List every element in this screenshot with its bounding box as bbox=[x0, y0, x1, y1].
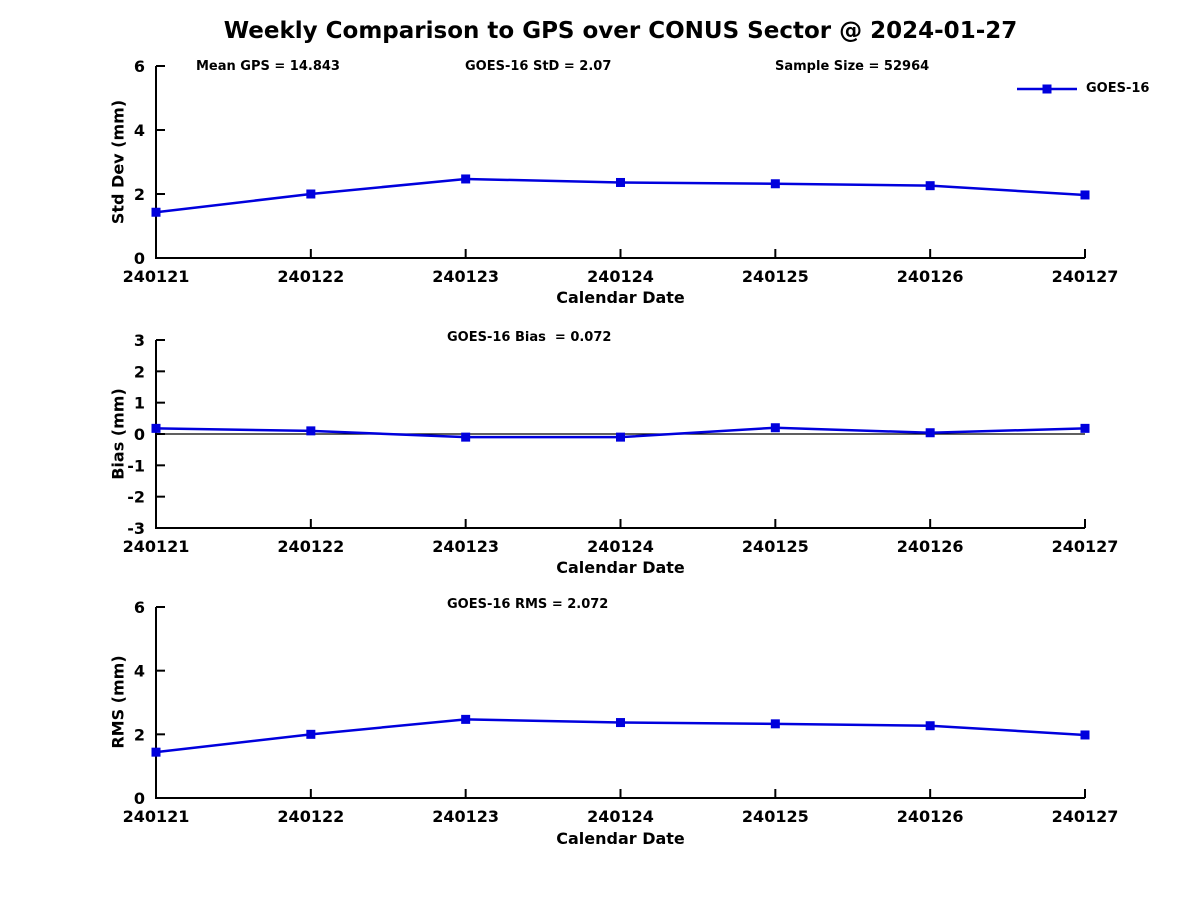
subplot-rms: 0 2 4 6 240121 240122 240123 240124 240125 240126… bbox=[123, 598, 1119, 826]
x-tick-label: 240123 bbox=[432, 267, 499, 286]
data-point-marker bbox=[1080, 190, 1090, 200]
data-point-marker bbox=[306, 426, 316, 436]
data-point-marker bbox=[770, 423, 780, 433]
y-tick-label: 0 bbox=[134, 425, 145, 444]
x-tick-label: 240126 bbox=[897, 807, 964, 826]
data-point-marker bbox=[151, 423, 161, 433]
data-point-marker bbox=[151, 207, 161, 217]
x-tick-label: 240124 bbox=[587, 537, 654, 556]
data-point-marker bbox=[461, 174, 471, 184]
x-tick-label: 240123 bbox=[432, 807, 499, 826]
x-tick-label: 240127 bbox=[1052, 807, 1119, 826]
y-tick-label: -2 bbox=[127, 488, 145, 507]
data-point-marker bbox=[770, 719, 780, 729]
y-tick-label: 1 bbox=[134, 394, 145, 413]
data-point-marker bbox=[1080, 730, 1090, 740]
x-tick-label: 240121 bbox=[123, 267, 190, 286]
data-point-marker bbox=[616, 718, 625, 728]
x-tick-label: 240124 bbox=[587, 267, 654, 286]
legend-label: GOES-16 bbox=[1086, 81, 1150, 96]
x-tick-label: 240124 bbox=[587, 807, 654, 826]
annotation-goes16-bias: GOES-16 Bias = 0.072 bbox=[447, 330, 612, 345]
data-point-marker bbox=[925, 181, 935, 191]
data-point-marker bbox=[461, 432, 471, 442]
annotation-goes16-rms: GOES-16 RMS = 2.072 bbox=[447, 597, 609, 612]
y-tick-label: 4 bbox=[134, 662, 145, 681]
y-tick-label: 2 bbox=[134, 725, 145, 744]
x-tick-label: 240123 bbox=[432, 537, 499, 556]
x-tick-label: 240121 bbox=[123, 537, 190, 556]
xlabel-stddev: Calendar Date bbox=[556, 288, 685, 307]
x-tick-label: 240122 bbox=[277, 807, 344, 826]
figure-title: Weekly Comparison to GPS over CONUS Sect… bbox=[223, 18, 1018, 44]
y-tick-label: 0 bbox=[134, 249, 145, 268]
annotation-mean-gps: Mean GPS = 14.843 bbox=[196, 59, 340, 74]
y-tick-label: 3 bbox=[134, 331, 145, 350]
x-tick-label: 240122 bbox=[277, 537, 344, 556]
x-tick-label: 240122 bbox=[277, 267, 344, 286]
y-tick-label: -3 bbox=[127, 519, 145, 538]
data-point-marker bbox=[306, 729, 316, 739]
data-point-marker bbox=[151, 747, 161, 757]
data-point-marker bbox=[461, 714, 471, 724]
y-tick-label: -1 bbox=[127, 456, 145, 475]
data-point-marker bbox=[925, 428, 935, 438]
y-tick-label: 4 bbox=[134, 121, 145, 140]
legend-key bbox=[1017, 84, 1077, 93]
x-tick-label: 240127 bbox=[1052, 537, 1119, 556]
xlabel-rms: Calendar Date bbox=[556, 829, 685, 848]
ylabel-bias: Bias (mm) bbox=[108, 388, 128, 480]
legend: GOES-16 bbox=[1016, 81, 1149, 96]
annotation-sample-size: Sample Size = 52964 bbox=[775, 59, 930, 74]
x-tick-label: 240125 bbox=[742, 807, 809, 826]
data-point-marker bbox=[770, 179, 780, 189]
subplot-stddev: 0 2 4 6 240121 240122 240123 240124 240125 240126… bbox=[123, 57, 1119, 286]
x-tick-label: 240126 bbox=[897, 267, 964, 286]
legend-marker-icon bbox=[1042, 84, 1052, 93]
y-tick-label: 2 bbox=[134, 185, 145, 204]
y-tick-label: 6 bbox=[134, 598, 145, 617]
x-tick-label: 240125 bbox=[742, 537, 809, 556]
x-tick-label: 240121 bbox=[123, 807, 190, 826]
data-point-marker bbox=[306, 189, 316, 199]
x-tick-label: 240126 bbox=[897, 537, 964, 556]
data-point-marker bbox=[616, 177, 625, 187]
ylabel-rms: RMS (mm) bbox=[108, 655, 128, 749]
data-point-marker bbox=[616, 432, 625, 442]
annotation-goes16-std: GOES-16 StD = 2.07 bbox=[465, 59, 612, 74]
data-point-marker bbox=[1080, 423, 1090, 433]
y-tick-label: 0 bbox=[134, 789, 145, 808]
ylabel-stddev: Std Dev (mm) bbox=[108, 99, 128, 225]
xlabel-bias: Calendar Date bbox=[556, 558, 685, 577]
x-tick-label: 240125 bbox=[742, 267, 809, 286]
x-tick-label: 240127 bbox=[1052, 267, 1119, 286]
y-tick-label: 6 bbox=[134, 57, 145, 76]
data-point-marker bbox=[925, 721, 935, 731]
y-tick-label: 2 bbox=[134, 362, 145, 381]
